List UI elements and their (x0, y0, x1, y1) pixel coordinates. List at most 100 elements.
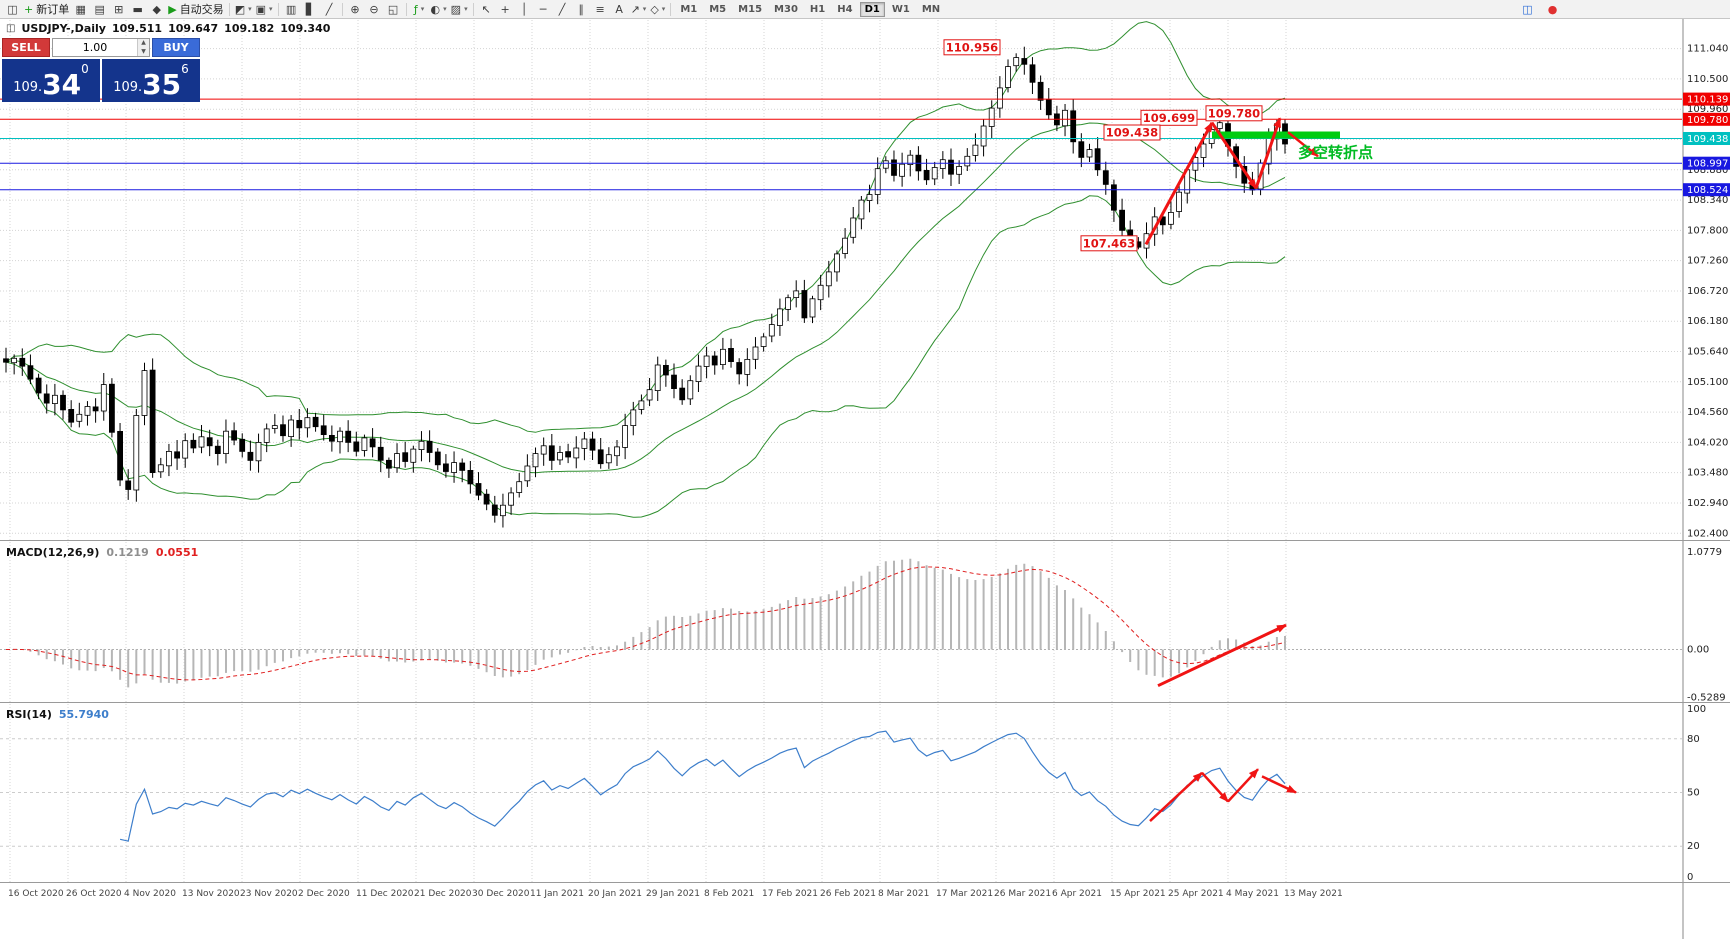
candlestick-chart-icon: ▋ (305, 2, 315, 16)
community-icon[interactable]: ◫ (1518, 1, 1537, 17)
vertical-line-button[interactable]: │ (515, 1, 534, 17)
rsi-axis-label: 80 (1687, 734, 1700, 745)
price-annotation-box[interactable] (1140, 109, 1198, 126)
red-arrow[interactable] (1144, 121, 1214, 246)
timeframe-m1-button[interactable]: M1 (680, 3, 698, 15)
rsi-name: RSI(14) (6, 708, 52, 721)
price-line-badge[interactable] (1683, 132, 1730, 145)
timeframe-h1-button[interactable]: H1 (809, 3, 826, 15)
bid-pip-digit: 0 (81, 62, 89, 76)
candlestick-chart-button[interactable]: ▋ (301, 1, 320, 17)
bar-chart-button[interactable]: ▥ (282, 1, 301, 17)
price-annotation-box[interactable] (943, 39, 1001, 56)
timeframe-w1-button[interactable]: W1 (891, 3, 910, 15)
rsi-axis-label: 20 (1687, 841, 1700, 852)
timeframe-mn-button[interactable]: MN (921, 3, 941, 15)
red-arrow[interactable] (1287, 131, 1319, 158)
ohlc-low: 109.182 (224, 22, 275, 35)
profiles-button[interactable]: ▣ ▾ (254, 1, 275, 17)
timeframe-m5-button[interactable]: M5 (709, 3, 727, 15)
bid-price-display[interactable]: 109. 34 0 (2, 59, 100, 102)
alert-icon: ● (1547, 2, 1558, 16)
time-axis-label: 17 Mar 2021 (936, 889, 993, 899)
ask-prefix: 109. (113, 80, 143, 95)
indicators-button[interactable]: ƒ ▾ (410, 1, 429, 17)
annotations[interactable]: 110.956 109.699 109.780 109.438 107.463 多空转折点 (943, 39, 1373, 823)
time-axis-label: 26 Oct 2020 (66, 889, 122, 899)
templates-icon: ▨ (450, 2, 462, 16)
price-line-badge[interactable] (1683, 92, 1730, 106)
chevron-down-icon: ▾ (269, 5, 273, 13)
market-watch-button[interactable]: ▦ (71, 1, 90, 17)
crosshair-icon: + (500, 2, 510, 16)
chart-window-button[interactable]: ◫ (3, 1, 22, 17)
timeframe-d1-button[interactable]: D1 (859, 1, 885, 17)
price-annotation-box[interactable] (1080, 235, 1138, 252)
cursor-button[interactable]: ↖ (477, 1, 496, 17)
bid-big-digits: 34 (42, 68, 82, 102)
data-window-button[interactable]: ▤ (90, 1, 109, 17)
time-axis-label: 11 Dec 2020 (356, 889, 414, 899)
red-arrow[interactable] (1157, 623, 1287, 688)
price-line-badge[interactable] (1683, 156, 1730, 170)
price-axis-label: 109.960 (1687, 104, 1728, 115)
red-arrow[interactable] (1149, 771, 1203, 823)
new-order-button[interactable]: + 新订单 (22, 1, 71, 17)
shapes-button[interactable]: ◇ ▾ (648, 1, 667, 17)
red-arrow[interactable] (1210, 121, 1258, 190)
terminal-button[interactable]: ▬ (128, 1, 147, 17)
zoom-out-button[interactable]: ⊖ (365, 1, 384, 17)
line-chart-button[interactable]: ╱ (320, 1, 339, 17)
red-arrow[interactable] (1201, 771, 1229, 803)
horizontal-line-button[interactable]: ─ (534, 1, 553, 17)
price-line-badge[interactable] (1683, 112, 1730, 126)
green-highlight-bar[interactable] (1212, 131, 1340, 139)
channel-button[interactable]: ∥ (572, 1, 591, 17)
timeframe-m30-button[interactable]: M30 (774, 3, 798, 15)
autotrading-button[interactable]: ▶ 自动交易 (166, 1, 225, 17)
zoom-in-button[interactable]: ⊕ (346, 1, 365, 17)
timeframe-h4-button[interactable]: H4 (837, 3, 853, 15)
price-axis-label: 106.720 (1687, 286, 1728, 297)
red-arrow[interactable] (1261, 775, 1297, 794)
alert-icon[interactable]: ● (1543, 1, 1562, 17)
lot-decrease-button[interactable]: ▼ (138, 47, 149, 56)
chevron-down-icon: ▾ (642, 5, 647, 13)
bid-prefix: 109. (13, 80, 43, 95)
bar-chart-icon: ▥ (285, 2, 297, 16)
tile-windows-button[interactable]: ◱ (384, 1, 403, 17)
price-annotation-box[interactable] (1103, 124, 1161, 141)
sell-button[interactable]: SELL (2, 38, 50, 57)
horizontal-line-objects[interactable] (0, 98, 1682, 191)
new-chart-button[interactable]: ◩ ▾ (233, 1, 254, 17)
price-annotation-box[interactable] (1205, 105, 1263, 122)
price-line-badge[interactable] (1683, 183, 1730, 197)
price-annotation-text: 110.956 (946, 40, 998, 54)
strategy-tester-icon: ◆ (152, 2, 161, 16)
data-window-icon: ▤ (94, 2, 105, 16)
ask-price-display[interactable]: 109. 35 6 (102, 59, 200, 102)
chevron-down-icon: ▾ (248, 5, 252, 13)
red-arrow[interactable] (1227, 768, 1259, 803)
red-arrow[interactable] (1254, 117, 1282, 189)
strategy-tester-button[interactable]: ◆ (147, 1, 166, 17)
arrows-button[interactable]: ↗ ▾ (629, 1, 649, 17)
channel-icon: ∥ (578, 2, 584, 16)
fibonacci-button[interactable]: ≡ (591, 1, 610, 17)
timeframe-m15-button[interactable]: M15 (738, 3, 763, 15)
lot-size-field[interactable]: 1.00 ▲ ▼ (52, 38, 150, 57)
text-button[interactable]: A (610, 1, 629, 17)
time-axis-label: 8 Feb 2021 (704, 889, 754, 899)
templates-button[interactable]: ▨ ▾ (449, 1, 470, 17)
turning-point-annotation[interactable]: 多空转折点 (1298, 143, 1373, 161)
lot-increase-button[interactable]: ▲ (138, 39, 149, 48)
periods-button[interactable]: ◐ ▾ (429, 1, 449, 17)
trendline-button[interactable]: ╱ (553, 1, 572, 17)
buy-button[interactable]: BUY (152, 38, 200, 57)
rsi-value: 55.7940 (58, 708, 109, 721)
crosshair-button[interactable]: + (496, 1, 515, 17)
navigator-button[interactable]: ⊞ (109, 1, 128, 17)
